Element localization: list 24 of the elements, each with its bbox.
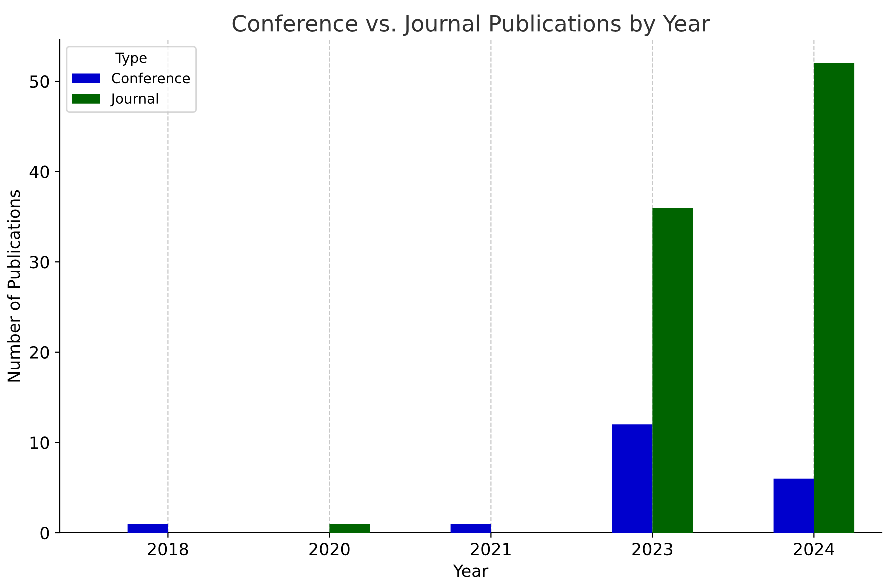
bar [612, 424, 653, 533]
bar [814, 63, 855, 533]
y-tick-label: 40 [30, 166, 50, 178]
y-tick-label: 30 [30, 256, 50, 269]
legend-label: Conference [112, 72, 190, 84]
x-tick-label: 2023 [632, 543, 673, 556]
x-axis-title: Year [453, 564, 489, 578]
y-tick-label: 10 [30, 436, 50, 450]
bar [128, 524, 168, 533]
bar [652, 208, 694, 533]
bar [330, 524, 370, 533]
chart-title: Conference vs. Journal Publications by Year [232, 14, 710, 36]
y-tick-label: 20 [30, 346, 50, 359]
y-tick-label: 50 [30, 75, 50, 88]
y-axis-title: Number of Publications [7, 190, 20, 382]
x-tick-label: 2018 [148, 543, 188, 556]
bar [450, 524, 492, 533]
x-tick-label: 2024 [794, 543, 834, 556]
bar [774, 478, 814, 533]
legend-label: Journal [110, 93, 158, 107]
y-tick-label: 0 [40, 526, 50, 540]
x-tick-label: 2020 [310, 543, 350, 556]
x-tick-label: 2021 [471, 543, 511, 556]
legend-title: Type [116, 52, 147, 66]
